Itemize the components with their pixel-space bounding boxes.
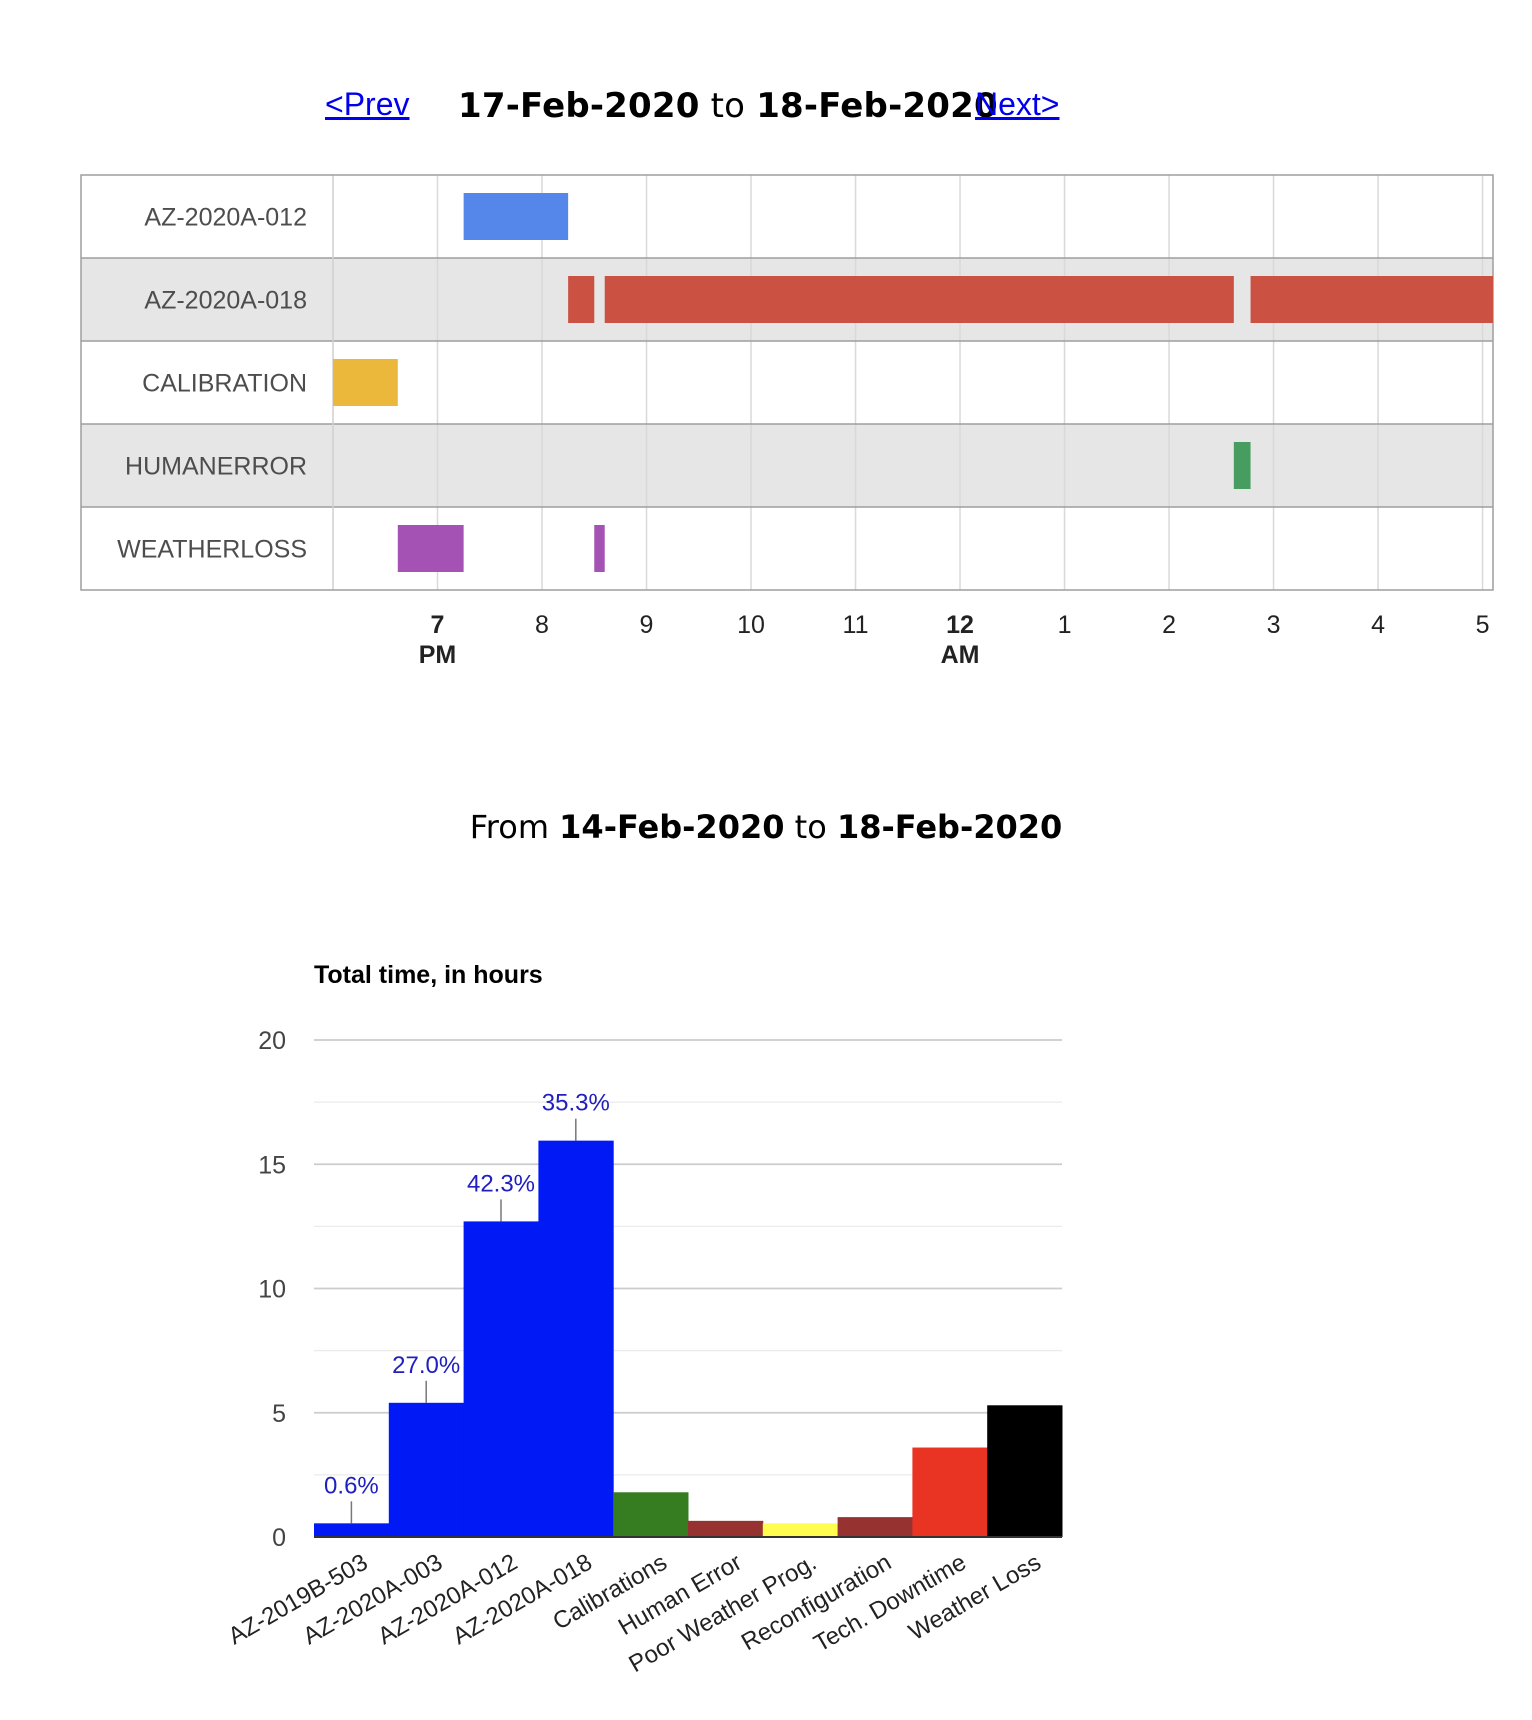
bar <box>388 1402 465 1537</box>
summary-start: 14-Feb-2020 <box>559 808 785 846</box>
timeline-bar <box>463 193 569 240</box>
timeline-bar <box>397 525 464 572</box>
timeline-row-band <box>81 175 1493 258</box>
timeline-bar <box>1233 442 1251 489</box>
y-tick-label: 5 <box>272 1400 286 1428</box>
timeline-tick-label: 10 <box>737 611 765 639</box>
timeline-tick-label: 11 <box>843 611 869 639</box>
timeline-bar <box>604 276 1234 323</box>
timeline-tick-label: 8 <box>535 611 549 639</box>
bar <box>688 1520 764 1537</box>
bar <box>463 1221 539 1537</box>
timeline-tick-label: 2 <box>1162 611 1176 639</box>
timeline-tick-label: 5 <box>1476 611 1490 639</box>
y-tick-label: 20 <box>258 1027 286 1055</box>
bar <box>912 1447 988 1537</box>
date-range-title: 17-Feb-2020 to 18-Feb-2020 <box>458 86 998 126</box>
y-tick-label: 0 <box>272 1524 286 1552</box>
date-navigation: <Prev 17-Feb-2020 to 18-Feb-2020 Next> <box>0 86 1532 130</box>
timeline-bar <box>333 359 398 406</box>
y-tick-label: 10 <box>258 1276 286 1304</box>
timeline-tick-label: 1 <box>1058 611 1072 639</box>
range-connector: to <box>710 86 746 126</box>
summary-prefix: From <box>469 808 549 846</box>
range-start: 17-Feb-2020 <box>458 86 700 126</box>
bar-chart-title: Total time, in hours <box>314 961 543 989</box>
bar <box>987 1405 1063 1537</box>
bar-annotation: 35.3% <box>542 1090 610 1117</box>
timeline-row-label: AZ-2020A-012 <box>144 204 307 232</box>
timeline-row-label: WEATHERLOSS <box>117 536 307 564</box>
timeline-tick-sublabel: AM <box>941 641 980 669</box>
timeline-chart: AZ-2020A-012 AZ-2020A-018 CALIBRATION HUMAN… <box>80 174 1494 669</box>
timeline-row-label: HUMANERROR <box>125 453 307 481</box>
timeline-bar <box>594 525 605 572</box>
range-end: 18-Feb-2020 <box>756 86 998 126</box>
timeline-bar <box>568 276 595 323</box>
bar-annotation: 0.6% <box>324 1472 379 1499</box>
timeline-border <box>80 174 1494 591</box>
summary-end: 18-Feb-2020 <box>836 808 1063 846</box>
bar <box>314 1523 390 1537</box>
timeline-row-band <box>81 424 1493 507</box>
bar <box>762 1523 839 1537</box>
bar-annotation: 27.0% <box>392 1352 460 1379</box>
timeline-tick-label: 7 <box>431 611 445 639</box>
timeline-tick-label: 12 <box>946 611 974 639</box>
bar <box>837 1517 913 1537</box>
timeline-row-band <box>81 507 1493 590</box>
timeline-row-label: AZ-2020A-018 <box>144 287 307 315</box>
summary-connector: to <box>794 808 827 846</box>
timeline-tick-label: 3 <box>1267 611 1281 639</box>
bar-annotation: 42.3% <box>467 1170 535 1197</box>
bar <box>613 1492 689 1537</box>
bar <box>538 1140 614 1537</box>
prev-link[interactable]: <Prev <box>325 86 410 122</box>
timeline-tick-sublabel: PM <box>419 641 457 669</box>
next-link[interactable]: Next> <box>975 86 1060 122</box>
timeline-bar <box>1250 276 1493 323</box>
timeline-tick-label: 9 <box>640 611 654 639</box>
timeline-tick-label: 4 <box>1371 611 1385 639</box>
y-tick-label: 15 <box>258 1151 286 1179</box>
summary-header: From 14-Feb-2020 to 18-Feb-2020 <box>0 808 1532 846</box>
timeline-row-label: CALIBRATION <box>142 370 307 398</box>
timeline-row-band <box>81 341 1493 424</box>
total-time-bar-chart: Total time, in hours 0 5 10 15 20 0.6% 27.0% 42.… <box>224 961 1063 1678</box>
